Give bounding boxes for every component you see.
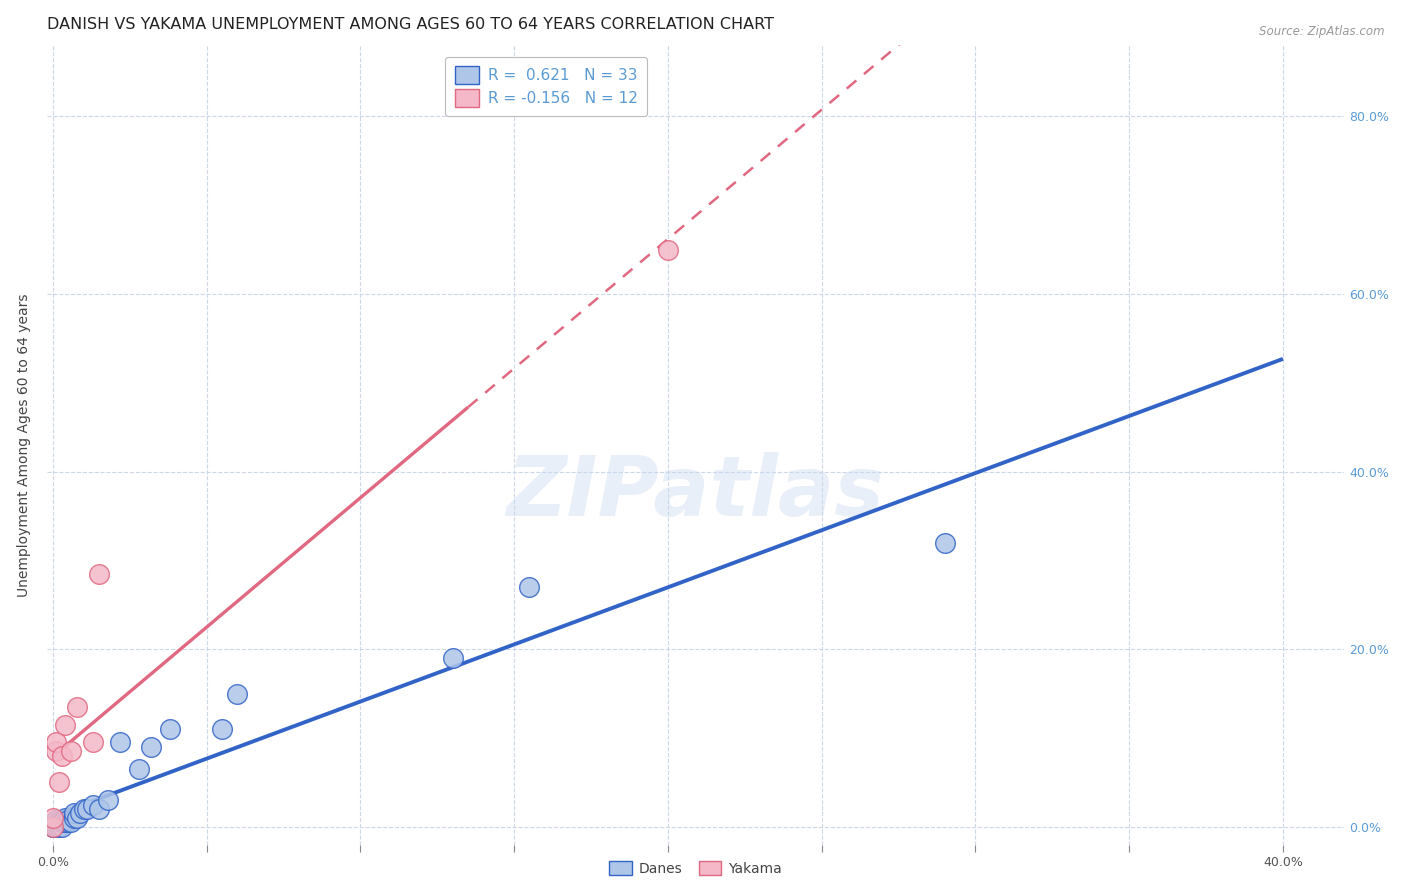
Point	[42, 820, 65, 834]
Point	[441, 651, 464, 665]
Point	[45, 735, 67, 749]
Point	[60, 815, 83, 830]
Point	[51, 748, 73, 763]
Point	[211, 722, 233, 736]
Point	[42, 820, 65, 834]
Point	[72, 802, 94, 816]
Point	[45, 813, 67, 827]
Point	[63, 811, 86, 825]
Point	[66, 699, 89, 714]
Point	[128, 762, 150, 776]
Point	[110, 735, 132, 749]
Point	[45, 815, 67, 830]
Text: DANISH VS YAKAMA UNEMPLOYMENT AMONG AGES 60 TO 64 YEARS CORRELATION CHART: DANISH VS YAKAMA UNEMPLOYMENT AMONG AGES…	[46, 17, 773, 32]
Point	[48, 815, 70, 830]
Point	[69, 806, 91, 821]
Point	[42, 811, 65, 825]
Point	[53, 815, 76, 830]
Point	[56, 815, 79, 830]
Point	[60, 744, 83, 758]
Point	[53, 811, 76, 825]
Point	[97, 793, 120, 807]
Point	[82, 797, 104, 812]
Text: Source: ZipAtlas.com: Source: ZipAtlas.com	[1260, 25, 1385, 38]
Legend: Danes, Yakama: Danes, Yakama	[603, 855, 787, 881]
Point	[45, 820, 67, 834]
Point	[48, 775, 70, 789]
Point	[51, 815, 73, 830]
Point	[159, 722, 181, 736]
Point	[48, 820, 70, 834]
Y-axis label: Unemployment Among Ages 60 to 64 years: Unemployment Among Ages 60 to 64 years	[17, 293, 31, 597]
Point	[87, 566, 110, 581]
Point	[226, 687, 249, 701]
Point	[51, 820, 73, 834]
Point	[934, 535, 956, 549]
Point	[42, 818, 65, 832]
Point	[87, 802, 110, 816]
Point	[42, 820, 65, 834]
Point	[519, 580, 541, 594]
Point	[82, 735, 104, 749]
Point	[56, 813, 79, 827]
Point	[53, 717, 76, 731]
Point	[63, 806, 86, 821]
Point	[45, 744, 67, 758]
Text: ZIPatlas: ZIPatlas	[506, 452, 884, 533]
Point	[657, 243, 679, 257]
Point	[76, 802, 98, 816]
Point	[141, 739, 163, 754]
Point	[66, 811, 89, 825]
